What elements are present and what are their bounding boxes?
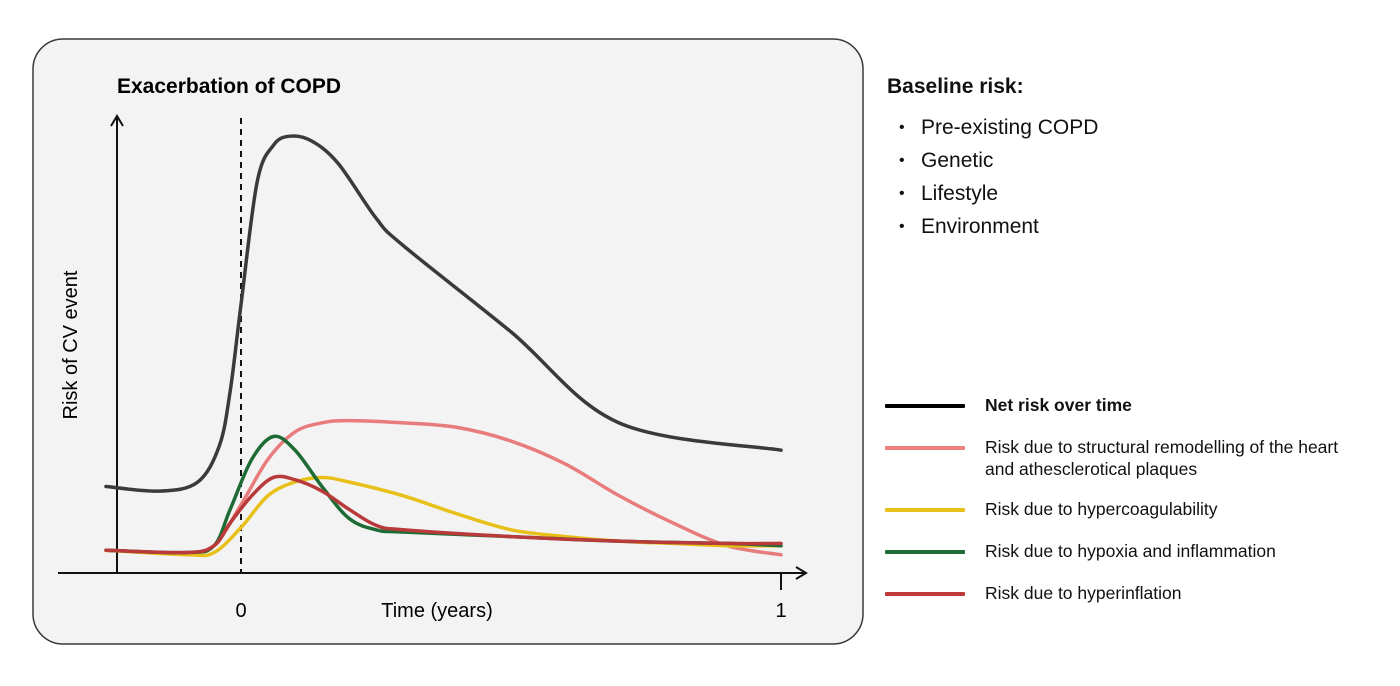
x-axis-label: Time (years) [381, 600, 492, 622]
y-axis-label: Risk of CV event [60, 270, 82, 419]
x-tick-1: 1 [775, 600, 786, 622]
chart-title: Exacerbation of COPD [117, 75, 341, 98]
legend-item-hyperinflation: Risk due to hyperinflation [885, 580, 1365, 622]
series-line-net-risk-over-time [104, 134, 783, 493]
x-axis-arrow [795, 566, 808, 580]
legend-swatch [885, 404, 965, 408]
baseline-item: Genetic [899, 144, 1098, 177]
baseline-risk-box: Baseline risk: Pre-existing COPD Genetic… [887, 75, 1098, 243]
legend-label: Net risk over time [985, 395, 1132, 415]
baseline-title: Baseline risk: [887, 75, 1024, 98]
baseline-item: Pre-existing COPD [899, 111, 1098, 144]
x-tick-0: 0 [235, 600, 246, 622]
legend-label: Risk due to structural remodelling of th… [985, 437, 1339, 479]
legend-item-hypoxia: Risk due to hypoxia and inflammation [885, 538, 1365, 580]
baseline-item: Environment [899, 210, 1098, 243]
legend-swatch [885, 446, 965, 450]
legend-item-net-risk: Net risk over time [885, 392, 1365, 434]
baseline-item: Lifestyle [899, 177, 1098, 210]
baseline-list: Pre-existing COPD Genetic Lifestyle Envi… [887, 111, 1098, 243]
legend-item-structural: Risk due to structural remodelling of th… [885, 434, 1365, 496]
legend-label: Risk due to hyperinflation [985, 583, 1182, 603]
legend-swatch [885, 592, 965, 596]
legend-label: Risk due to hypercoagulability [985, 499, 1218, 519]
legend: Net risk over time Risk due to structura… [885, 392, 1365, 622]
legend-swatch [885, 550, 965, 554]
series-line-risk-due-to-hyperinflation [104, 474, 783, 555]
series-group [104, 134, 783, 558]
legend-swatch [885, 508, 965, 512]
y-axis-arrow [110, 114, 124, 127]
legend-item-hypercoagulability: Risk due to hypercoagulability [885, 496, 1365, 538]
legend-label: Risk due to hypoxia and inflammation [985, 541, 1276, 561]
